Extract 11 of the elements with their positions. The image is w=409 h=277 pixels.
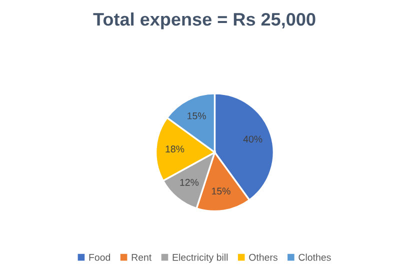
chart-title: Total expense = Rs 25,000 (93, 12, 316, 30)
data-label: 12% (180, 178, 199, 186)
legend-label: Others (249, 254, 278, 261)
legend-label: Clothes (298, 254, 331, 261)
legend-label: Food (89, 254, 110, 261)
data-label: 15% (212, 188, 230, 195)
data-label: 18% (166, 146, 184, 152)
legend-label: Electricity bill (172, 254, 228, 263)
data-label: 40% (243, 136, 262, 143)
legend-label: Rent (132, 254, 152, 261)
data-label: 15% (188, 112, 206, 120)
